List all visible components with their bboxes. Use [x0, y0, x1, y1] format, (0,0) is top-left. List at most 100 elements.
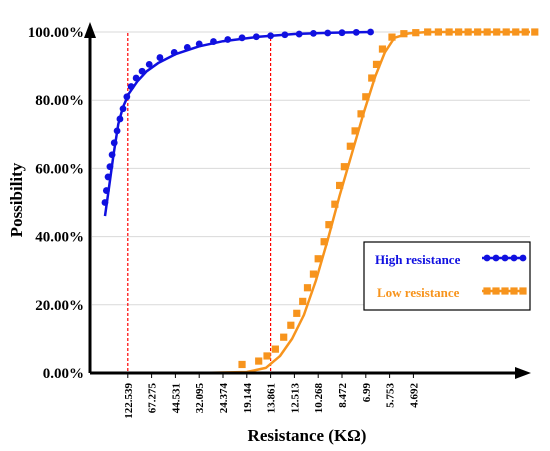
- x-tick-label: 4.692: [408, 383, 420, 408]
- data-point: [116, 115, 124, 123]
- legend-swatches: [482, 254, 527, 295]
- fit-curves: [103, 30, 530, 375]
- data-point: [521, 28, 529, 36]
- data-point: [255, 357, 263, 365]
- data-point: [310, 29, 317, 37]
- y-tick-labels: 0.00% 20.00% 40.00% 60.00% 80.00% 100.00%: [28, 25, 84, 382]
- axes: [84, 22, 531, 379]
- data-point: [210, 38, 217, 45]
- data-point: [483, 28, 491, 36]
- data-point: [156, 54, 164, 61]
- data-point: [295, 30, 303, 38]
- legend-label-high-resistance: High resistance: [375, 252, 461, 267]
- data-point: [108, 151, 116, 159]
- data-point: [238, 34, 246, 42]
- data-point: [281, 31, 289, 39]
- data-point: [271, 345, 279, 353]
- data-point: [104, 173, 112, 181]
- legend-swatch-marker: [492, 254, 500, 262]
- data-point: [324, 29, 332, 37]
- data-point: [531, 28, 539, 36]
- y-tick-label: 40.00%: [35, 230, 84, 246]
- data-point: [331, 200, 339, 208]
- data-point: [357, 110, 365, 118]
- data-point: [474, 28, 482, 36]
- data-point: [314, 255, 322, 263]
- data-point: [119, 105, 127, 113]
- legend-swatch-marker: [483, 287, 491, 295]
- x-tick-label: 5.753: [385, 383, 397, 408]
- data-point: [123, 93, 131, 101]
- data-point: [102, 187, 110, 194]
- data-point: [113, 127, 121, 135]
- x-tick-labels: 122.539 67.275 44.531 32.095 24.374 19.144 13.…: [123, 373, 420, 419]
- data-point: [367, 28, 374, 36]
- data-point: [502, 28, 510, 36]
- data-point: [445, 28, 453, 36]
- data-point: [263, 352, 271, 360]
- x-tick-label: 44.531: [170, 383, 182, 413]
- legend-label-low-resistance: Low resistance: [377, 285, 460, 300]
- fit-curve-low: [104, 30, 530, 375]
- data-point: [325, 221, 333, 229]
- data-point: [299, 297, 307, 305]
- data-point: [336, 181, 344, 190]
- legend-swatch-marker: [501, 254, 509, 262]
- legend-swatch-marker: [483, 254, 491, 262]
- x-tick-label: 24.374: [218, 383, 230, 414]
- x-axis-arrow: [515, 367, 531, 379]
- legend: High resistance Low resistance: [363, 241, 531, 311]
- data-point: [464, 28, 472, 36]
- data-point: [170, 49, 178, 56]
- data-point: [424, 28, 432, 36]
- data-point: [338, 29, 346, 37]
- data-point: [372, 60, 381, 68]
- data-point: [455, 28, 463, 36]
- data-markers: [101, 28, 539, 369]
- x-tick-label: 122.539: [123, 383, 135, 419]
- data-point: [368, 74, 376, 82]
- data-point: [388, 33, 396, 41]
- x-tick-label: 10.268: [313, 383, 325, 414]
- y-tick-label: 0.00%: [43, 366, 84, 382]
- x-tick-label: 8.472: [337, 383, 349, 408]
- y-tick-label: 80.00%: [35, 93, 84, 109]
- data-point: [280, 333, 288, 341]
- x-tick-label: 6.99: [361, 383, 373, 403]
- data-point: [412, 29, 420, 37]
- x-tick-label: 19.144: [242, 383, 254, 414]
- data-point: [138, 67, 146, 75]
- data-point: [400, 30, 408, 38]
- data-point: [352, 28, 360, 36]
- reference-lines: [127, 33, 272, 373]
- x-tick-label: 12.513: [289, 383, 301, 414]
- y-axis-arrow: [84, 22, 96, 38]
- data-point: [293, 309, 301, 317]
- data-point: [145, 60, 153, 68]
- x-tick-label: 32.095: [194, 383, 206, 414]
- x-tick-label: 13.861: [266, 383, 278, 413]
- data-point: [183, 43, 191, 51]
- y-tick-label: 60.00%: [35, 161, 84, 177]
- data-point: [106, 163, 114, 171]
- data-point: [252, 33, 260, 41]
- legend-swatch-marker: [510, 287, 518, 295]
- data-point: [362, 93, 370, 101]
- data-point: [110, 139, 118, 147]
- legend-box: [363, 241, 531, 311]
- data-point: [303, 284, 312, 292]
- legend-swatch-marker: [492, 287, 500, 295]
- data-point: [351, 127, 359, 135]
- data-point: [287, 321, 295, 329]
- y-axis-title: Possibility: [7, 162, 26, 237]
- data-point: [224, 36, 232, 43]
- y-tick-label: 100.00%: [28, 25, 84, 41]
- data-point: [267, 32, 274, 40]
- data-point: [493, 28, 501, 36]
- legend-swatch-marker: [519, 287, 527, 295]
- data-point: [340, 163, 348, 171]
- data-point: [101, 199, 109, 206]
- fit-curve-high: [103, 30, 371, 217]
- data-point: [320, 238, 328, 246]
